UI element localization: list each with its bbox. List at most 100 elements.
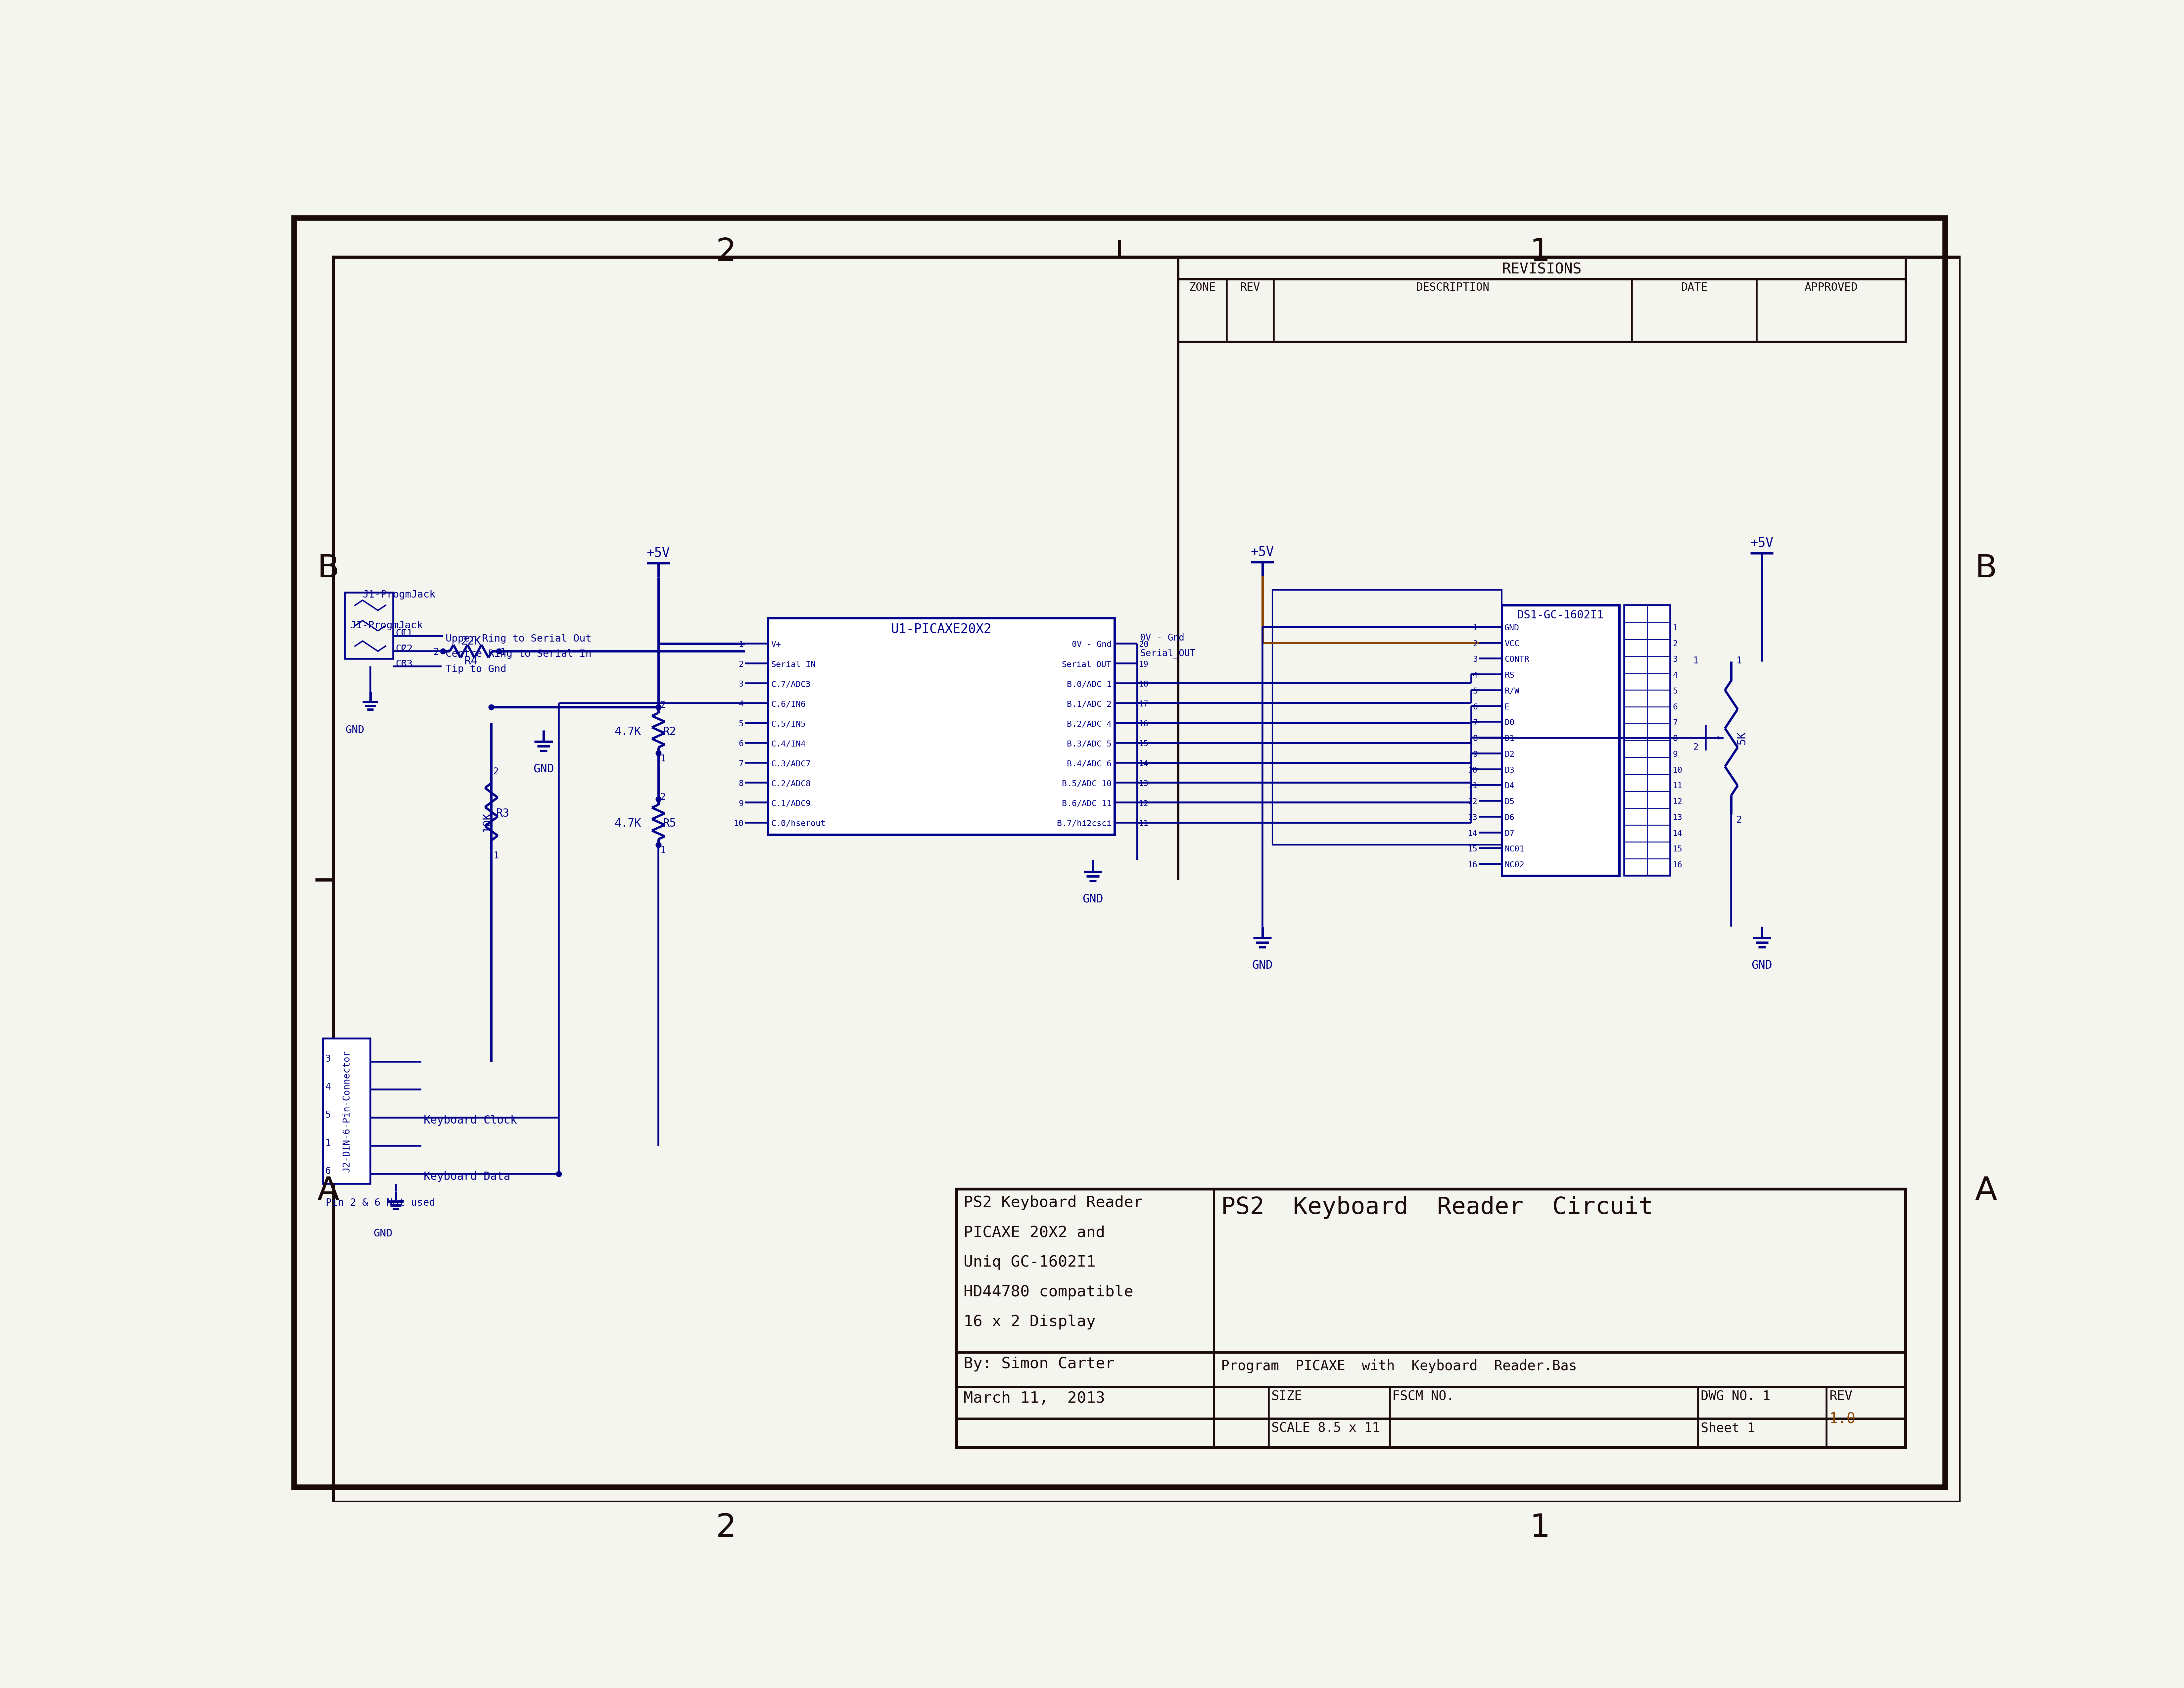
- Text: 2: 2: [1673, 640, 1677, 648]
- Text: B: B: [317, 554, 339, 584]
- Text: +5V: +5V: [1749, 537, 1773, 549]
- Text: D1: D1: [1505, 734, 1514, 743]
- Text: REV: REV: [1241, 282, 1260, 294]
- Text: 12: 12: [1673, 798, 1682, 805]
- Text: 10: 10: [1468, 766, 1476, 775]
- Text: Uniq GC-1602I1: Uniq GC-1602I1: [963, 1256, 1096, 1269]
- Text: 4: 4: [738, 701, 743, 709]
- Text: 2: 2: [738, 660, 743, 668]
- Bar: [1177, 257, 1904, 341]
- Text: D5: D5: [1505, 798, 1514, 805]
- Text: C3: C3: [402, 660, 413, 668]
- Text: Keyboard Clock: Keyboard Clock: [424, 1116, 518, 1126]
- Text: CONTR: CONTR: [1505, 655, 1529, 663]
- Text: B.6/ADC 11: B.6/ADC 11: [1061, 800, 1112, 807]
- Text: R5: R5: [662, 819, 677, 829]
- Text: 16 x 2 Display: 16 x 2 Display: [963, 1315, 1096, 1330]
- Text: +5V: +5V: [1251, 545, 1273, 559]
- Text: GND: GND: [1505, 625, 1520, 631]
- Text: 18: 18: [1138, 680, 1149, 689]
- Text: Pin 2 & 6 Not used: Pin 2 & 6 Not used: [325, 1198, 435, 1207]
- Text: 6: 6: [1673, 702, 1677, 711]
- Text: 1: 1: [1529, 236, 1551, 268]
- Text: 14: 14: [1673, 829, 1682, 837]
- Text: J2-DIN-6-Pin-Connector: J2-DIN-6-Pin-Connector: [343, 1050, 352, 1171]
- Text: ZONE: ZONE: [1188, 282, 1216, 294]
- Text: 5: 5: [325, 1111, 330, 1119]
- Text: By: Simon Carter: By: Simon Carter: [963, 1357, 1114, 1372]
- Text: 8: 8: [1673, 734, 1677, 743]
- Text: 10: 10: [734, 820, 743, 827]
- Text: 15: 15: [1673, 846, 1682, 852]
- Text: 14: 14: [1468, 829, 1476, 837]
- Text: 16: 16: [1138, 721, 1149, 728]
- Text: GND: GND: [345, 726, 365, 736]
- Text: 3: 3: [738, 680, 743, 689]
- Text: Upper Ring to Serial Out: Upper Ring to Serial Out: [446, 635, 592, 643]
- Text: B: B: [1974, 554, 1996, 584]
- Text: C.7/ADC3: C.7/ADC3: [771, 680, 810, 689]
- Text: 1.0: 1.0: [1828, 1413, 1856, 1426]
- Text: 12: 12: [1138, 800, 1149, 807]
- Text: GND: GND: [1251, 959, 1273, 971]
- Text: R2: R2: [662, 726, 677, 738]
- Text: B.7/hi2csci: B.7/hi2csci: [1057, 820, 1112, 827]
- Text: R3: R3: [496, 809, 509, 819]
- Text: 6: 6: [1472, 702, 1476, 711]
- Bar: [769, 618, 1114, 836]
- Text: 2: 2: [716, 236, 736, 268]
- Text: Centre Ring to Serial In: Centre Ring to Serial In: [446, 650, 592, 658]
- Text: 20: 20: [1138, 640, 1149, 648]
- Text: Tip to Gnd: Tip to Gnd: [446, 665, 507, 674]
- Text: 1: 1: [660, 755, 666, 763]
- Text: 9: 9: [1673, 751, 1677, 758]
- Text: 11: 11: [1468, 782, 1476, 790]
- Text: NC01: NC01: [1505, 846, 1524, 852]
- Text: D0: D0: [1505, 719, 1514, 728]
- Text: V+: V+: [771, 640, 780, 648]
- Text: 4: 4: [1673, 672, 1677, 679]
- Text: 1: 1: [1693, 657, 1699, 665]
- Text: 5: 5: [738, 721, 743, 728]
- Text: 3: 3: [1472, 655, 1476, 663]
- Text: 0V - Gnd: 0V - Gnd: [1072, 640, 1112, 648]
- Text: 13: 13: [1138, 780, 1149, 788]
- Text: 2: 2: [660, 792, 666, 802]
- Text: 12: 12: [1468, 798, 1476, 805]
- Text: 1: 1: [1529, 1512, 1551, 1543]
- Text: 17: 17: [1138, 701, 1149, 709]
- Text: 2: 2: [660, 701, 666, 711]
- Text: 5: 5: [1472, 687, 1476, 695]
- Text: B.1/ADC 2: B.1/ADC 2: [1066, 701, 1112, 709]
- Text: 13: 13: [1468, 814, 1476, 822]
- Bar: [1273, 591, 1503, 846]
- Text: C.4/IN4: C.4/IN4: [771, 739, 806, 748]
- Text: 10K: 10K: [480, 812, 491, 832]
- Text: C.6/IN6: C.6/IN6: [771, 701, 806, 709]
- Text: J1-ProgmJack: J1-ProgmJack: [363, 591, 435, 599]
- Text: D3: D3: [1505, 766, 1514, 775]
- Text: B.4/ADC 6: B.4/ADC 6: [1066, 760, 1112, 768]
- Text: Serial_OUT: Serial_OUT: [1140, 648, 1195, 658]
- Text: FSCM NO.: FSCM NO.: [1391, 1391, 1455, 1403]
- Text: 5K: 5K: [1736, 731, 1747, 744]
- Text: 13: 13: [1673, 814, 1682, 822]
- Text: D4: D4: [1505, 782, 1514, 790]
- Text: 8: 8: [738, 780, 743, 788]
- Text: U1-PICAXE20X2: U1-PICAXE20X2: [891, 623, 992, 636]
- Text: DS1-GC-1602I1: DS1-GC-1602I1: [1518, 609, 1603, 621]
- Text: PICAXE 20X2 and: PICAXE 20X2 and: [963, 1225, 1105, 1241]
- Text: 1: 1: [1673, 625, 1677, 631]
- Text: GND: GND: [373, 1229, 393, 1239]
- Text: Serial_OUT: Serial_OUT: [1061, 660, 1112, 668]
- Bar: [323, 1038, 371, 1183]
- Text: 22K: 22K: [461, 636, 480, 647]
- Text: 5: 5: [1673, 687, 1677, 695]
- Text: PS2  Keyboard  Reader  Circuit: PS2 Keyboard Reader Circuit: [1221, 1197, 1653, 1219]
- Text: C.2/ADC8: C.2/ADC8: [771, 780, 810, 788]
- Text: 10: 10: [1673, 766, 1682, 775]
- Text: 6: 6: [325, 1166, 330, 1177]
- Text: SIZE: SIZE: [1271, 1391, 1302, 1403]
- Text: GND: GND: [533, 763, 555, 775]
- Text: 16: 16: [1468, 861, 1476, 869]
